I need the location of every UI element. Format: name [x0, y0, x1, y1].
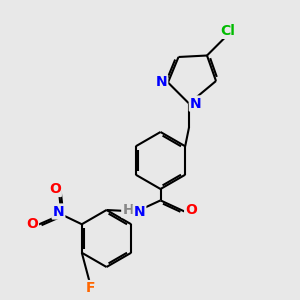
Text: N: N: [156, 76, 167, 89]
Text: N: N: [53, 205, 64, 218]
Text: O: O: [26, 217, 38, 230]
Text: Cl: Cl: [220, 24, 236, 38]
Text: N: N: [134, 205, 145, 219]
Text: O: O: [185, 203, 197, 217]
Text: F: F: [86, 281, 95, 295]
Text: N: N: [190, 97, 201, 110]
Text: O: O: [49, 182, 61, 196]
Text: H: H: [122, 203, 134, 217]
